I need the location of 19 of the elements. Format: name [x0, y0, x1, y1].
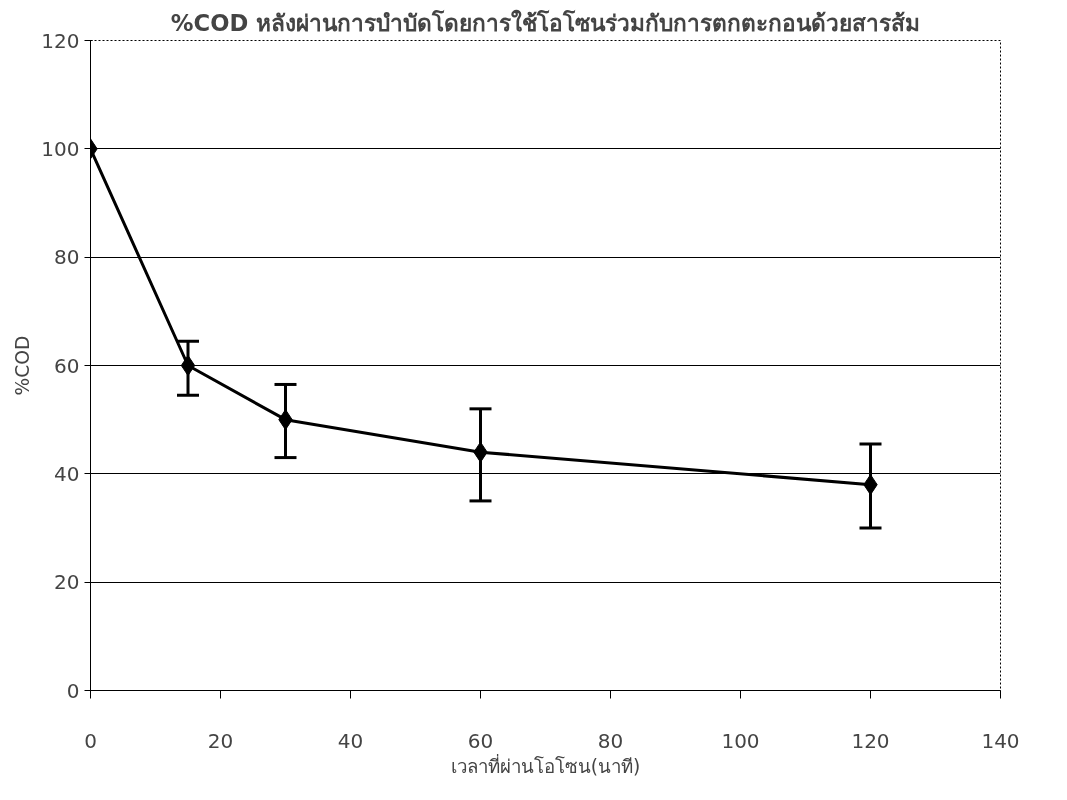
y-tick-label: 20: [54, 570, 80, 595]
x-tick-label: 20: [207, 728, 234, 753]
x-tick-label: 80: [597, 728, 624, 753]
x-tick-label: 120: [851, 728, 890, 753]
y-tick-label: 120: [41, 28, 80, 53]
y-tick-label: 80: [54, 245, 80, 270]
y-tick-label: 40: [54, 461, 80, 486]
x-tick-label: 0: [84, 728, 97, 753]
x-axis-title: เวลาที่ผ่านโอโซน(นาที): [450, 753, 641, 777]
y-tick-label: 100: [41, 136, 80, 161]
x-tick-label: 100: [721, 728, 760, 753]
point: [180, 355, 196, 376]
x-tick-label: 140: [981, 728, 1020, 753]
y-tick-label: 0: [66, 678, 80, 703]
y-tick-label: 60: [54, 353, 80, 378]
chart-title: %COD หลังผ่านการบำบัดโดยการใช้โอโซนร่วมกับการตกตะกอนด้วยสารส้ม: [170, 8, 921, 36]
x-tick-label: 40: [337, 728, 364, 753]
y-axis-title: %COD: [12, 335, 34, 396]
x-tick-label: 60: [467, 728, 494, 753]
